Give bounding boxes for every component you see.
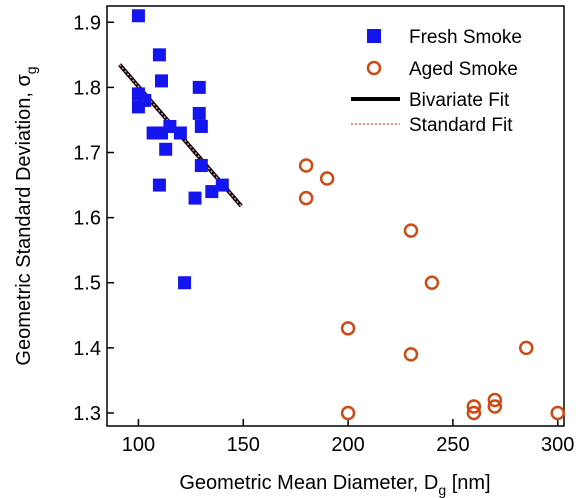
y-tick-label: 1.4: [73, 338, 101, 360]
fresh-smoke-point: [155, 126, 169, 140]
x-tick-label: 200: [331, 434, 364, 456]
y-tick-label: 1.7: [73, 143, 101, 165]
fresh-smoke-point: [178, 276, 192, 290]
y-axis-title: Geometric Standard Deviation, σg: [13, 66, 39, 365]
aged-smoke-point: [298, 158, 314, 173]
fresh-smoke-point: [215, 178, 229, 192]
legend-label-aged-smoke: Aged Smoke: [409, 59, 518, 80]
x-tick-label: 300: [541, 434, 574, 456]
aged-smoke-point: [340, 321, 356, 336]
fresh-smoke-point: [152, 178, 166, 192]
aged-smoke-point: [298, 190, 314, 206]
legend-label-standard-fit: Standard Fit: [409, 115, 513, 136]
aged-smoke-point: [403, 347, 419, 362]
y-tick-label: 1.8: [73, 77, 101, 99]
fresh-smoke-point: [131, 100, 145, 114]
aged-smoke-point: [466, 405, 482, 421]
fresh-smoke-point: [152, 48, 166, 62]
y-axis: 1.3 1.4 1.5 1.6 1.7 1.8 1.9: [73, 12, 114, 425]
fresh-smoke-point: [192, 80, 206, 94]
aged-smoke-point: [550, 405, 565, 421]
legend-swatch-aged-smoke: [366, 60, 382, 76]
aged-smoke-point: [424, 275, 440, 290]
fresh-smoke-point: [194, 159, 208, 173]
aged-smoke-point: [519, 340, 534, 356]
fresh-smoke-point: [192, 106, 206, 120]
legend-label-fresh-smoke: Fresh Smoke: [409, 27, 522, 48]
aged-smoke-point: [319, 171, 335, 186]
fresh-smoke-point: [205, 185, 219, 199]
aged-smoke-point: [487, 392, 503, 408]
fresh-smoke-point: [159, 142, 173, 156]
aged-smoke-point: [466, 399, 482, 414]
aged-smoke-point: [403, 223, 419, 238]
fresh-smoke-point: [173, 126, 187, 140]
legend: Fresh Smoke Aged Smoke Bivariate Fit Sta…: [351, 27, 522, 136]
fresh-smoke-point: [131, 9, 145, 23]
x-axis: 100 150 200 250 300: [122, 419, 574, 456]
x-tick-label: 100: [122, 434, 155, 456]
y-tick-label: 1.9: [73, 12, 101, 34]
x-axis-title: Geometric Mean Diameter, Dg [nm]: [179, 472, 490, 498]
fresh-smoke-point: [188, 191, 202, 205]
data-points: [131, 9, 565, 421]
aged-smoke-point: [487, 399, 503, 414]
legend-swatch-fresh-smoke: [367, 29, 381, 43]
x-tick-label: 150: [227, 434, 260, 456]
legend-label-bivariate-fit: Bivariate Fit: [409, 90, 510, 111]
x-tick-label: 250: [436, 434, 469, 456]
y-tick-label: 1.5: [73, 273, 101, 295]
fresh-smoke-point: [194, 119, 208, 133]
fresh-smoke-point: [155, 74, 169, 88]
plot-frame: [106, 5, 565, 427]
y-tick-label: 1.6: [73, 208, 101, 230]
aged-smoke-point: [340, 405, 356, 421]
y-tick-label: 1.3: [73, 403, 101, 425]
